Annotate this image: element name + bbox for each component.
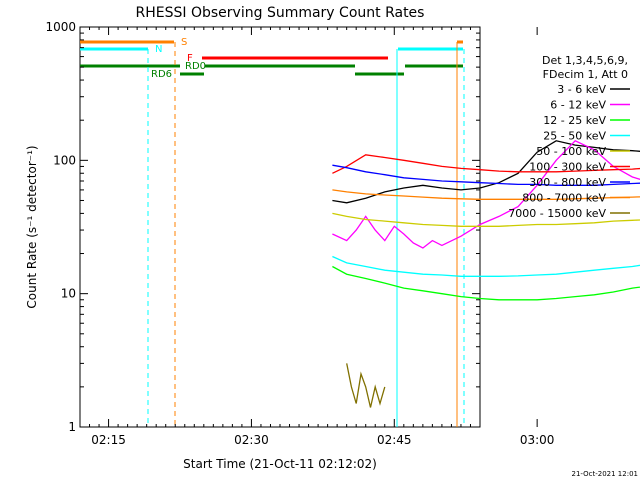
y-axis: 1 10 100 1000 bbox=[45, 20, 480, 434]
legend-label-2: 12 - 25 keV bbox=[543, 114, 606, 127]
x-tick-label-1: 02:30 bbox=[234, 433, 269, 447]
y-tick-label-2: 100 bbox=[53, 153, 76, 167]
x-tick-label-0: 02:15 bbox=[91, 433, 126, 447]
y-tick-label-3: 1000 bbox=[45, 20, 76, 34]
y-tick-label-1: 10 bbox=[61, 287, 76, 301]
y-tick-label-0: 1 bbox=[68, 420, 76, 434]
series-line-3 bbox=[332, 255, 640, 277]
legend-label-1: 6 - 12 keV bbox=[550, 99, 606, 112]
legend-header-1: Det 1,3,4,5,6,9, bbox=[542, 54, 628, 67]
flag-label-rd6: RD6 bbox=[151, 69, 172, 80]
x-tick-label-2: 02:45 bbox=[377, 433, 412, 447]
x-axis-label: Start Time (21-Oct-11 02:12:02) bbox=[183, 457, 377, 471]
flag-label-f: F bbox=[187, 53, 193, 64]
flag-bars: S N F RD0 RD6 bbox=[80, 37, 463, 80]
legend-label-7: 800 - 7000 keV bbox=[522, 192, 606, 205]
x-tick-label-3: 03:00 bbox=[520, 433, 555, 447]
date-stamp: 21-Oct-2021 12:01 bbox=[572, 470, 638, 478]
series-line-6 bbox=[332, 164, 640, 186]
legend-label-8: 7000 - 15000 keV bbox=[508, 207, 606, 220]
y-axis-label: Count Rate (s⁻¹ detector⁻¹) bbox=[25, 145, 39, 308]
flag-label-s: S bbox=[181, 37, 187, 48]
flag-label-rd0: RD0 bbox=[185, 61, 206, 72]
series-line-5 bbox=[332, 154, 640, 174]
legend-label-5: 100 - 300 keV bbox=[529, 161, 606, 174]
series-lines bbox=[332, 140, 640, 408]
series-line-4 bbox=[332, 212, 640, 227]
series-line-0 bbox=[332, 140, 640, 204]
series-line-8 bbox=[346, 363, 386, 408]
series-line-2 bbox=[332, 265, 640, 301]
series-line-1 bbox=[332, 140, 640, 249]
chart-title: RHESSI Observing Summary Count Rates bbox=[136, 5, 425, 21]
legend-label-6: 300 - 800 keV bbox=[529, 176, 606, 189]
attenuator-lines bbox=[147, 42, 465, 427]
legend-label-3: 25 - 50 keV bbox=[543, 130, 606, 143]
legend-label-4: 50 - 100 keV bbox=[536, 145, 606, 158]
legend-header-2: FDecim 1, Att 0 bbox=[543, 68, 628, 81]
flag-label-n: N bbox=[155, 44, 162, 55]
plot-frame bbox=[79, 26, 481, 428]
series-line-7 bbox=[332, 189, 640, 200]
legend: Det 1,3,4,5,6,9, FDecim 1, Att 0 3 - 6 k… bbox=[508, 54, 630, 220]
legend-label-0: 3 - 6 keV bbox=[557, 83, 606, 96]
